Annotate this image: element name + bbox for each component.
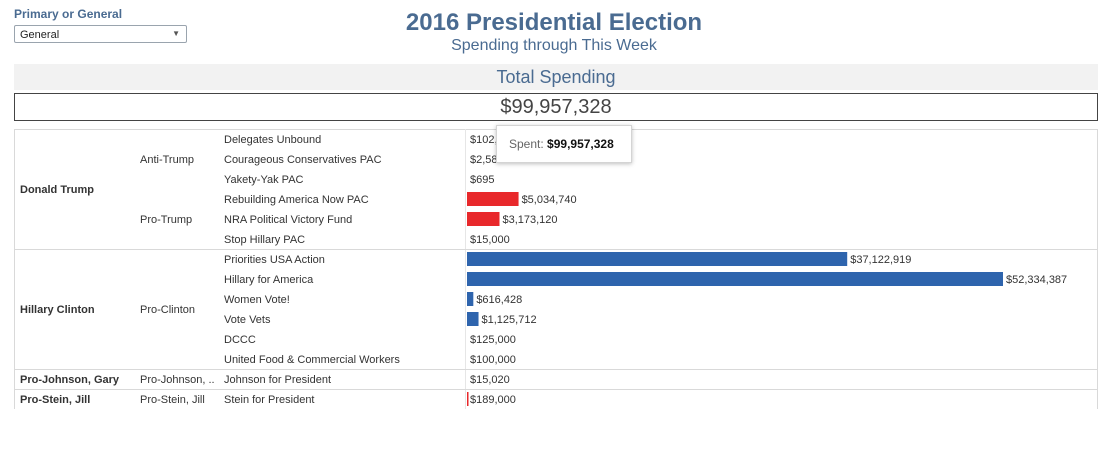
pac-name-label: Women Vote! — [224, 294, 290, 306]
bar-value-label: $15,020 — [470, 374, 510, 386]
total-spending-label: Total Spending — [496, 67, 616, 87]
bar-value-label: $3,173,120 — [502, 214, 557, 226]
spending-bar[interactable] — [467, 292, 474, 306]
total-spending-value: $99,957,328 — [500, 96, 612, 118]
filter-label: Primary or General — [14, 7, 123, 21]
bar-value-label: $37,122,919 — [850, 254, 911, 266]
tooltip-text: Spent: $99,957,328 — [509, 137, 614, 151]
side-label: Pro-Clinton — [140, 304, 195, 316]
bar-value-label: $15,000 — [470, 234, 510, 246]
spending-chart: Delegates Unbound $102, Courageous Conserv… — [14, 129, 1098, 409]
chevron-down-icon: ▼ — [172, 29, 180, 38]
candidate-label: Hillary Clinton — [20, 304, 95, 316]
spending-bar[interactable] — [467, 312, 479, 326]
spending-bar[interactable] — [467, 392, 469, 406]
candidate-label: Donald Trump — [20, 184, 94, 196]
spending-chart-svg: Delegates Unbound $102, Courageous Conserv… — [14, 129, 1098, 409]
tooltip-value: $99,957,328 — [547, 137, 614, 151]
candidate-label: Pro-Stein, Jill — [20, 394, 90, 406]
spending-bar[interactable] — [467, 272, 1003, 286]
tooltip-label: Spent: — [509, 137, 544, 151]
tooltip: Spent: $99,957,328 — [496, 125, 632, 163]
pac-name-label: NRA Political Victory Fund — [224, 214, 352, 226]
bar-value-label: $52,334,387 — [1006, 274, 1067, 286]
pac-name-label: DCCC — [224, 334, 256, 346]
side-label: Pro-Trump — [140, 214, 192, 226]
bar-value-label: $125,000 — [470, 334, 516, 346]
side-label: Anti-Trump — [140, 154, 194, 166]
pac-name-label: Vote Vets — [224, 314, 271, 326]
bar-value-label: $102, — [470, 134, 498, 146]
page-subtitle: Spending through This Week — [451, 37, 657, 54]
pac-name-label: Johnson for President — [224, 374, 331, 386]
side-label: Pro-Stein, Jill — [140, 394, 205, 406]
pac-name-label: Courageous Conservatives PAC — [224, 154, 382, 166]
pac-name-label: Delegates Unbound — [224, 134, 321, 146]
pac-name-label: Priorities USA Action — [224, 254, 325, 266]
total-spending-header: Total Spending — [14, 64, 1098, 90]
pac-name-label: Hillary for America — [224, 274, 314, 286]
pac-name-label: United Food & Commercial Workers — [224, 354, 400, 366]
bar-value-label: $100,000 — [470, 354, 516, 366]
pac-name-label: Rebuilding America Now PAC — [224, 194, 369, 206]
bar-value-label: $695 — [470, 174, 494, 186]
spending-bar[interactable] — [467, 212, 500, 226]
pac-name-label: Stein for President — [224, 394, 315, 406]
spending-bar[interactable] — [467, 192, 519, 206]
pac-name-label: Yakety-Yak PAC — [224, 174, 304, 186]
bar-value-label: $616,428 — [476, 294, 522, 306]
dropdown-selected-value: General — [20, 29, 60, 41]
bar-value-label: $5,034,740 — [522, 194, 577, 206]
bar-value-label: $2,58 — [470, 154, 498, 166]
total-spending-box[interactable]: $99,957,328 — [14, 93, 1098, 121]
candidate-label: Pro-Johnson, Gary — [20, 374, 120, 386]
pac-name-label: Stop Hillary PAC — [224, 234, 305, 246]
bar-value-label: $189,000 — [470, 394, 516, 406]
election-type-dropdown[interactable]: General ▼ — [14, 25, 187, 43]
bar-value-label: $1,125,712 — [482, 314, 537, 326]
side-label: Pro-Johnson, .. — [140, 374, 215, 386]
page-title: 2016 Presidential Election — [405, 9, 703, 36]
spending-bar[interactable] — [467, 252, 848, 266]
